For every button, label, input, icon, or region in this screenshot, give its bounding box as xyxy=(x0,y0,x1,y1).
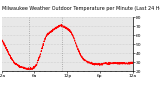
Text: Milwaukee Weather Outdoor Temperature per Minute (Last 24 Hours): Milwaukee Weather Outdoor Temperature pe… xyxy=(2,6,160,11)
